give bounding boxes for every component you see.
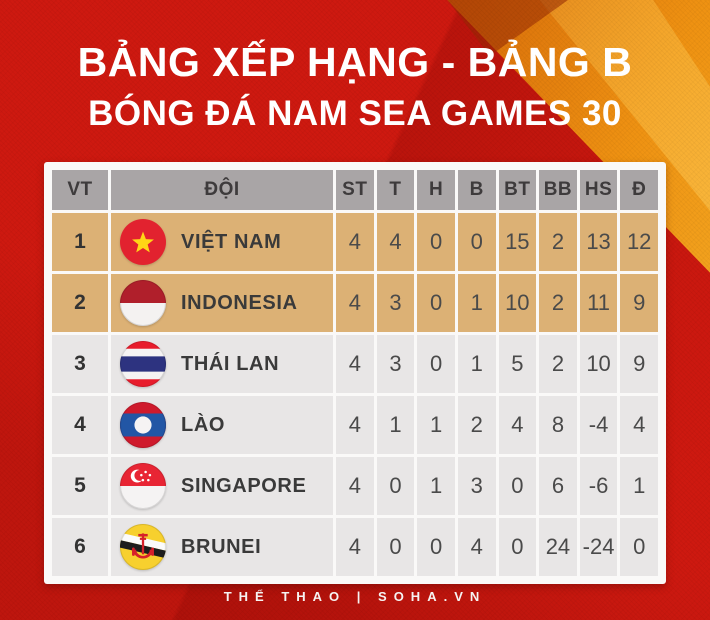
header-cell-bt: BT (498, 170, 537, 210)
singapore-flag-icon (120, 463, 166, 509)
stat-cell-st: 4 (336, 396, 374, 454)
stat-cell-t: 1 (376, 396, 415, 454)
stat-cell-bt: 0 (498, 457, 537, 515)
team-cell: VIỆT NAM (111, 213, 333, 271)
rank-cell: 6 (52, 518, 108, 576)
stat-cell-bt: 10 (498, 274, 537, 332)
stat-cell-st: 4 (336, 457, 374, 515)
team-name: LÀO (181, 413, 226, 436)
thailand-flag-icon (120, 341, 166, 387)
stat-cell-bb: 2 (539, 274, 577, 332)
stat-cell-t: 3 (376, 274, 415, 332)
header-cell-t: T (376, 170, 415, 210)
team-name: INDONESIA (181, 291, 298, 314)
stat-cell-b: 1 (457, 335, 496, 393)
title-line-1: BẢNG XẾP HẠNG - BẢNG B (77, 39, 633, 85)
stat-cell-h: 0 (417, 274, 455, 332)
stat-cell-hs: -24 (579, 518, 618, 576)
team-cell: BRUNEI (111, 518, 333, 576)
stat-cell-bt: 0 (498, 518, 537, 576)
stat-cell-t: 3 (376, 335, 415, 393)
team-name: THÁI LAN (181, 352, 280, 375)
stat-cell-bb: 24 (539, 518, 577, 576)
header-cell-doi: ĐỘI (111, 170, 333, 210)
stat-cell-d: 1 (620, 457, 658, 515)
stat-cell-b: 3 (457, 457, 496, 515)
header-cell-st: ST (336, 170, 374, 210)
rank-cell: 2 (52, 274, 108, 332)
brunei-flag-icon (120, 524, 166, 570)
rank-cell: 3 (52, 335, 108, 393)
header-cell-bb: BB (539, 170, 577, 210)
header-cell-h: H (417, 170, 455, 210)
stat-cell-bt: 15 (498, 213, 537, 271)
standings-table: VT ĐỘI ST T H B BT BB HS Đ 1 VIỆT NAM 4 (52, 170, 658, 576)
stat-cell-hs: 10 (579, 335, 618, 393)
stat-cell-hs: -4 (579, 396, 618, 454)
stat-cell-bb: 8 (539, 396, 577, 454)
laos-flag-icon (120, 402, 166, 448)
header-cell-b: B (457, 170, 496, 210)
stat-cell-b: 0 (457, 213, 496, 271)
stat-cell-bt: 5 (498, 335, 537, 393)
stat-cell-b: 4 (457, 518, 496, 576)
page-title: BẢNG XẾP HẠNG - BẢNG B BÓNG ĐÁ NAM SEA G… (0, 39, 710, 133)
stat-cell-h: 1 (417, 457, 455, 515)
stat-cell-d: 9 (620, 274, 658, 332)
rank-cell: 4 (52, 396, 108, 454)
team-cell: THÁI LAN (111, 335, 333, 393)
header-cell-vt: VT (52, 170, 108, 210)
stat-cell-h: 0 (417, 335, 455, 393)
team-name: BRUNEI (181, 535, 262, 558)
stat-cell-b: 2 (457, 396, 496, 454)
team-name: VIỆT NAM (181, 230, 282, 253)
stat-cell-d: 12 (620, 213, 658, 271)
indonesia-flag-icon (120, 280, 166, 326)
header-cell-hs: HS (579, 170, 618, 210)
stat-cell-st: 4 (336, 274, 374, 332)
rank-cell: 5 (52, 457, 108, 515)
stat-cell-hs: 13 (579, 213, 618, 271)
stat-cell-d: 4 (620, 396, 658, 454)
stat-cell-h: 1 (417, 396, 455, 454)
stat-cell-bt: 4 (498, 396, 537, 454)
team-name: SINGAPORE (181, 474, 307, 497)
title-line-2: BÓNG ĐÁ NAM SEA GAMES 30 (88, 94, 622, 133)
stat-cell-d: 0 (620, 518, 658, 576)
header-cell-d: Đ (620, 170, 658, 210)
stat-cell-st: 4 (336, 335, 374, 393)
stat-cell-h: 0 (417, 213, 455, 271)
vietnam-flag-icon (120, 219, 166, 265)
team-cell: INDONESIA (111, 274, 333, 332)
standings-table-card: VT ĐỘI ST T H B BT BB HS Đ 1 VIỆT NAM 4 (44, 162, 666, 584)
stat-cell-b: 1 (457, 274, 496, 332)
team-cell: LÀO (111, 396, 333, 454)
stat-cell-bb: 2 (539, 335, 577, 393)
stat-cell-hs: -6 (579, 457, 618, 515)
stat-cell-t: 0 (376, 457, 415, 515)
stat-cell-st: 4 (336, 518, 374, 576)
stat-cell-t: 0 (376, 518, 415, 576)
stat-cell-t: 4 (376, 213, 415, 271)
stat-cell-bb: 2 (539, 213, 577, 271)
stat-cell-hs: 11 (579, 274, 618, 332)
rank-cell: 1 (52, 213, 108, 271)
stat-cell-d: 9 (620, 335, 658, 393)
stat-cell-h: 0 (417, 518, 455, 576)
stat-cell-st: 4 (336, 213, 374, 271)
team-cell: SINGAPORE (111, 457, 333, 515)
footer-brand: THỂ THAO | SOHA.VN (223, 589, 487, 604)
stat-cell-bb: 6 (539, 457, 577, 515)
